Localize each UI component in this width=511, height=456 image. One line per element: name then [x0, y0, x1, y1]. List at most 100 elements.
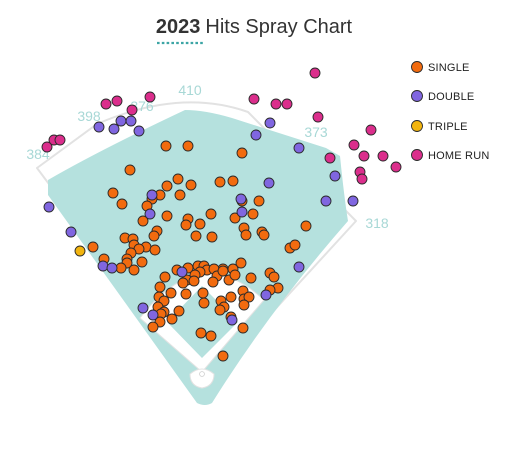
infield-grass	[167, 286, 238, 358]
hit-point-single	[217, 265, 229, 277]
hit-point-single	[258, 229, 270, 241]
hit-point-double	[93, 121, 105, 133]
hit-point-double	[347, 195, 359, 207]
hit-point-home-run	[356, 173, 368, 185]
legend-item-double: DOUBLE	[411, 90, 474, 103]
hit-point-double	[320, 195, 332, 207]
hit-point-double	[260, 289, 272, 301]
hit-point-single	[149, 244, 161, 256]
hit-point-single	[180, 288, 192, 300]
hit-point-home-run	[365, 124, 377, 136]
distance-label-right: 318	[365, 215, 389, 231]
hit-point-single	[165, 287, 177, 299]
hit-point-single	[300, 220, 312, 232]
hit-point-single	[148, 230, 160, 242]
hit-point-single	[205, 208, 217, 220]
hit-point-double	[329, 170, 341, 182]
distance-label-center: 410	[178, 82, 202, 98]
hit-point-single	[136, 256, 148, 268]
hit-point-single	[154, 281, 166, 293]
hit-point-single	[87, 241, 99, 253]
chart-title-text: Hits Spray Chart	[205, 16, 352, 38]
legend-label-triple: TRIPLE	[428, 121, 468, 133]
hit-point-single	[137, 215, 149, 227]
hit-point-single	[107, 187, 119, 199]
hit-point-home-run	[100, 98, 112, 110]
hit-point-home-run	[309, 67, 321, 79]
legend-item-single: SINGLE	[411, 61, 469, 74]
hit-point-single	[217, 350, 229, 362]
hit-point-single	[229, 269, 241, 281]
hit-point-home-run	[281, 98, 293, 110]
hit-point-single	[229, 212, 241, 224]
hit-point-double	[97, 260, 109, 272]
hit-point-double	[137, 302, 149, 314]
hit-point-home-run	[126, 104, 138, 116]
legend-label-double: DOUBLE	[428, 91, 474, 103]
legend-marker-home-run	[411, 149, 423, 161]
hit-point-single	[235, 257, 247, 269]
hit-point-home-run	[41, 141, 53, 153]
hit-point-single	[185, 179, 197, 191]
hit-point-double	[43, 201, 55, 213]
hit-point-single	[289, 239, 301, 251]
hit-point-single	[197, 287, 209, 299]
hit-point-single	[160, 140, 172, 152]
hit-point-home-run	[144, 91, 156, 103]
hit-point-single	[180, 219, 192, 231]
distance-label-left-center: 398	[77, 108, 101, 124]
legend-item-triple: TRIPLE	[411, 120, 468, 133]
hit-point-single	[124, 164, 136, 176]
home-plate-area	[189, 368, 215, 389]
hit-point-single	[214, 304, 226, 316]
hit-point-single	[247, 208, 259, 220]
hit-point-single	[236, 147, 248, 159]
hit-point-single	[268, 271, 280, 283]
hit-point-double	[235, 193, 247, 205]
hit-point-home-run	[248, 93, 260, 105]
hit-point-single	[159, 271, 171, 283]
ballpark	[36, 101, 357, 405]
hit-point-home-run	[312, 111, 324, 123]
hit-point-single	[238, 299, 250, 311]
legend: SINGLE DOUBLE TRIPLE HOME RUN	[411, 61, 489, 162]
hit-point-double	[115, 115, 127, 127]
legend-marker-single	[411, 61, 423, 73]
hit-point-single	[161, 210, 173, 222]
hit-point-single	[240, 229, 252, 241]
hit-point-single	[161, 180, 173, 192]
hit-point-single	[207, 276, 219, 288]
hit-point-single	[174, 189, 186, 201]
legend-item-home-run: HOME RUN	[411, 149, 489, 162]
hit-point-single	[245, 272, 257, 284]
hit-point-double	[108, 123, 120, 135]
hit-point-home-run	[358, 150, 370, 162]
chart-title: 2023 Hits Spray Chart	[156, 16, 353, 38]
hit-point-home-run	[111, 95, 123, 107]
hit-point-single	[198, 297, 210, 309]
hit-point-single	[173, 305, 185, 317]
hit-point-single	[227, 175, 239, 187]
hit-point-single	[205, 330, 217, 342]
hit-point-double	[144, 208, 156, 220]
hit-point-single	[177, 277, 189, 289]
hit-point-double	[264, 117, 276, 129]
hit-point-single	[166, 313, 178, 325]
legend-marker-double	[411, 90, 423, 102]
hit-point-home-run	[324, 152, 336, 164]
hit-point-double	[263, 177, 275, 189]
hit-point-single	[188, 275, 200, 287]
hit-point-single	[195, 327, 207, 339]
hit-point-double	[65, 226, 77, 238]
hit-point-double	[293, 142, 305, 154]
hit-point-single	[116, 198, 128, 210]
hit-point-home-run	[348, 139, 360, 151]
hit-point-single	[147, 321, 159, 333]
hit-point-single	[253, 195, 265, 207]
distance-label-right-center: 373	[304, 124, 328, 140]
hit-point-home-run	[390, 161, 402, 173]
legend-marker-triple	[411, 120, 423, 132]
hit-point-double	[293, 261, 305, 273]
home-plate	[199, 371, 205, 377]
